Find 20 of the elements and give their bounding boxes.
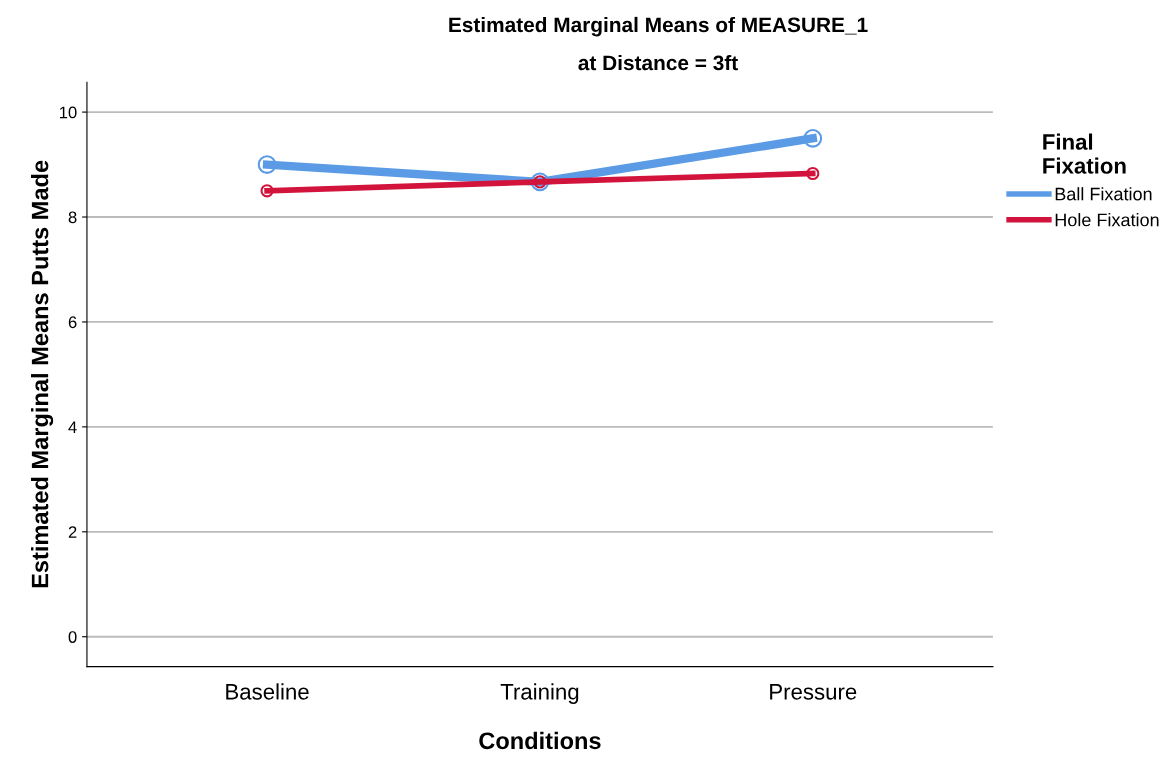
y-tick-label: 10 (59, 106, 77, 119)
y-axis-title: Estimated Marginal Means Putts Made (31, 160, 54, 588)
x-tick-label: Training (500, 683, 579, 705)
y-tick-label: 4 (68, 421, 77, 433)
legend-label: Hole Fixation (1055, 213, 1159, 227)
y-tick-label: 6 (68, 316, 77, 329)
y-tick-label: 8 (68, 211, 77, 224)
point (806, 166, 820, 181)
x-tick-label: Pressure (770, 684, 857, 700)
legend-label: Ball Fixation (1055, 187, 1152, 201)
chart-title: Estimated Marginal Means of MEASURE_1 (449, 16, 868, 37)
x-tick-label: Baseline (226, 683, 309, 700)
legend-title: Final Fixation (1043, 133, 1126, 174)
x-axis-title: Conditions (479, 731, 601, 750)
point (803, 128, 823, 148)
point (257, 155, 277, 174)
y-tick-label: 0 (68, 631, 77, 643)
point (260, 184, 274, 198)
chart-subtitle: at Distance = 3ft (578, 54, 738, 71)
y-tick-label: 2 (68, 526, 77, 538)
